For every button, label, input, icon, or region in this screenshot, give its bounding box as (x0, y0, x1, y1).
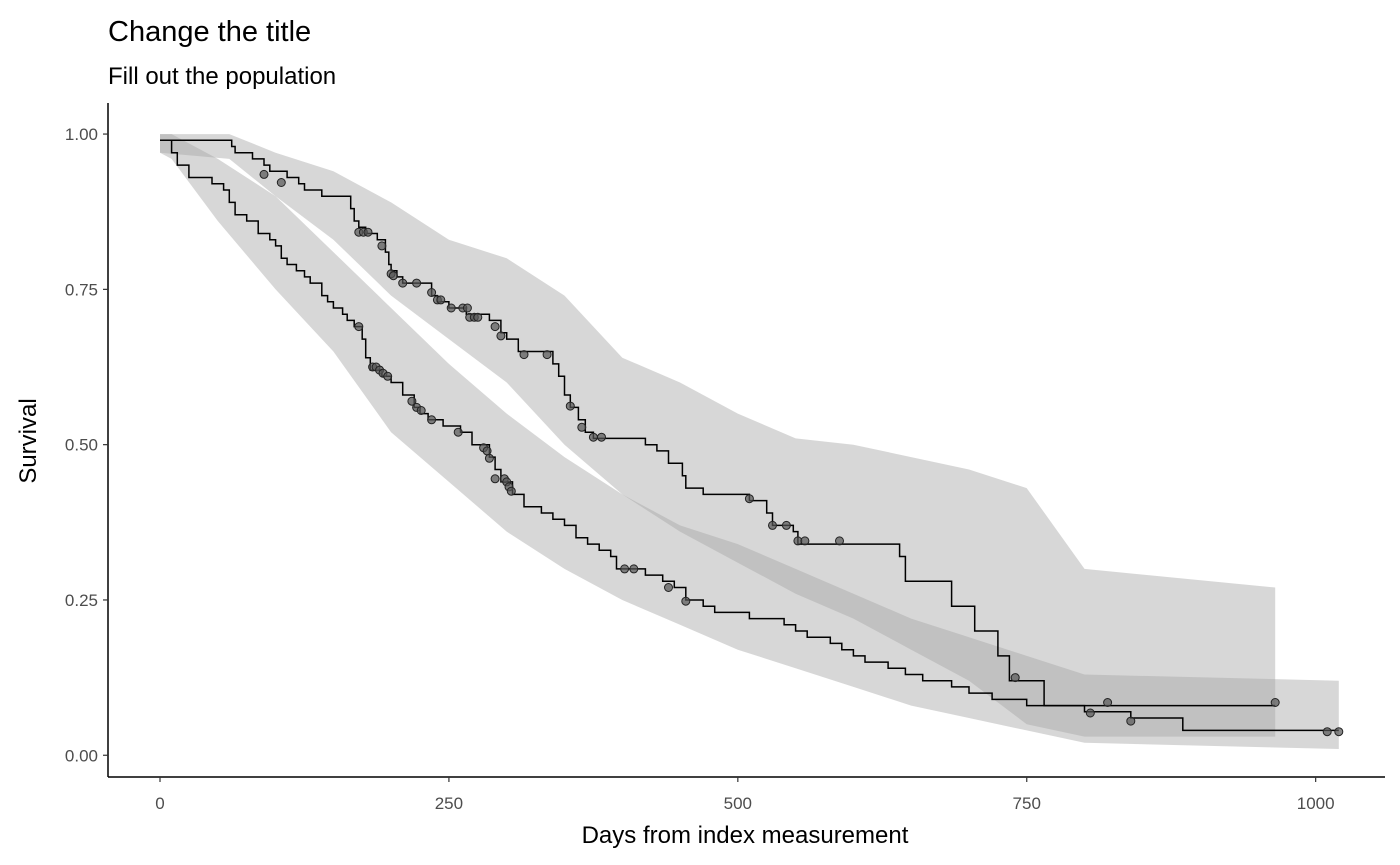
censor-point (377, 241, 387, 251)
censor-point (588, 432, 598, 442)
x-tick-label: 0 (155, 794, 164, 813)
confidence-band-1 (160, 134, 1276, 737)
censor-point (482, 446, 492, 456)
censor-point (436, 295, 446, 305)
censor-point (412, 278, 422, 288)
censor-point (473, 312, 483, 322)
censor-point (1334, 727, 1344, 737)
censor-point (506, 486, 516, 496)
x-tick-label: 1000 (1297, 794, 1335, 813)
censor-point (427, 415, 437, 425)
censor-point (416, 406, 426, 415)
x-tick-label: 750 (1013, 794, 1041, 813)
censor-point (407, 396, 417, 406)
censor-point (664, 583, 673, 592)
censor-point (1085, 708, 1095, 718)
confidence-bands (160, 134, 1339, 750)
censor-point (259, 169, 269, 179)
censor-point (490, 474, 500, 484)
chart-title: Change the title (108, 16, 311, 48)
censor-point (744, 494, 754, 504)
censor-point (565, 401, 575, 411)
axes: 0.00 0.25 0.50 0.75 1.00 0 250 500 750 1000 (65, 103, 1385, 813)
survival-curve-1 (160, 139, 1276, 707)
confidence-band-2 (160, 134, 1339, 750)
censor-markers (259, 169, 1344, 737)
censor-point (800, 536, 810, 546)
y-tick-label: 1.00 (65, 125, 98, 144)
censor-point (835, 536, 844, 546)
y-tick-label: 0.00 (65, 746, 98, 765)
censor-point (1103, 698, 1113, 707)
censor-point (577, 422, 587, 432)
censor-point (383, 371, 393, 381)
censor-point (781, 520, 791, 530)
x-axis-title: Days from index measurement (582, 822, 909, 849)
y-tick-label: 0.25 (65, 591, 98, 610)
censor-point (276, 178, 286, 187)
censor-point (620, 564, 630, 574)
censor-point (597, 432, 606, 442)
y-tick-label: 0.75 (65, 280, 98, 299)
y-axis-title: Survival (15, 398, 42, 483)
censor-point (681, 596, 691, 606)
censor-point (1270, 698, 1280, 707)
censor-point (1322, 727, 1332, 737)
censor-point (542, 350, 552, 360)
censor-point (388, 271, 398, 281)
censor-point (496, 331, 506, 341)
censor-point (398, 278, 408, 288)
censor-point (768, 520, 777, 530)
survival-curves (160, 139, 1339, 732)
censor-point (446, 303, 456, 313)
censor-point (490, 322, 500, 332)
censor-point (1126, 716, 1136, 726)
censor-point (427, 288, 437, 297)
censor-point (484, 453, 494, 463)
censor-point (1010, 673, 1020, 683)
chart-subtitle: Fill out the population (108, 63, 336, 90)
censor-point (629, 564, 639, 574)
x-tick-label: 500 (724, 794, 752, 813)
y-tick-label: 0.50 (65, 436, 98, 455)
censor-point (519, 350, 529, 360)
censor-point (453, 427, 463, 437)
censor-point (363, 227, 373, 237)
x-tick-label: 250 (435, 794, 463, 813)
survival-curve-2 (160, 139, 1339, 732)
censor-point (354, 322, 364, 332)
censor-point (462, 303, 472, 313)
